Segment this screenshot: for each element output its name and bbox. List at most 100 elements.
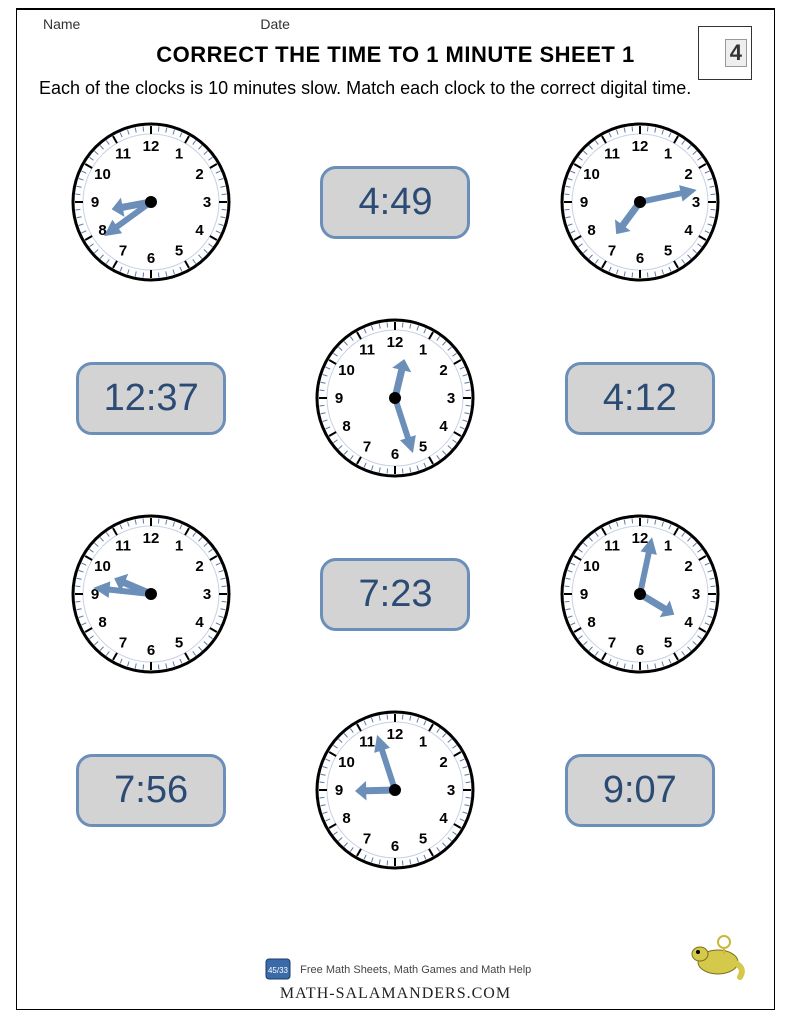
svg-text:8: 8: [587, 222, 595, 239]
svg-text:3: 3: [692, 194, 700, 211]
svg-text:5: 5: [175, 243, 183, 260]
svg-text:8: 8: [343, 418, 351, 435]
svg-text:3: 3: [203, 194, 211, 211]
svg-text:12: 12: [387, 334, 404, 351]
digital-time-box: 4:49: [320, 166, 470, 239]
svg-text:3: 3: [447, 782, 455, 799]
svg-text:5: 5: [664, 243, 672, 260]
svg-text:8: 8: [587, 614, 595, 631]
meta-row: Name Date: [35, 16, 756, 32]
worksheet-title: CORRECT THE TIME TO 1 MINUTE SHEET 1: [35, 42, 756, 68]
clock-cell: 123456789101112: [68, 511, 234, 677]
svg-text:9: 9: [580, 586, 588, 603]
clock-icon: 123456789101112: [68, 511, 234, 677]
svg-text:9: 9: [91, 194, 99, 211]
svg-text:7: 7: [119, 243, 127, 260]
footer-tagline: Free Math Sheets, Math Games and Math He…: [300, 964, 531, 976]
worksheet-page: Name Date 4 CORRECT THE TIME TO 1 MINUTE…: [16, 8, 775, 1010]
clock-cell: 123456789101112: [557, 119, 723, 285]
svg-text:9: 9: [580, 194, 588, 211]
svg-text:2: 2: [684, 166, 692, 183]
svg-text:11: 11: [115, 146, 131, 163]
digital-time-box: 9:07: [565, 754, 715, 827]
svg-text:8: 8: [343, 810, 351, 827]
svg-text:3: 3: [447, 390, 455, 407]
svg-text:8: 8: [98, 222, 106, 239]
clock-icon: 123456789101112: [312, 707, 478, 873]
svg-text:6: 6: [147, 250, 155, 267]
digital-time-box: 7:23: [320, 558, 470, 631]
clock-icon: 123456789101112: [68, 119, 234, 285]
svg-text:6: 6: [636, 250, 644, 267]
clock-icon: 123456789101112: [312, 315, 478, 481]
svg-text:11: 11: [115, 538, 131, 555]
svg-text:11: 11: [604, 538, 620, 555]
svg-text:2: 2: [440, 754, 448, 771]
svg-text:1: 1: [175, 146, 183, 163]
svg-text:10: 10: [339, 754, 356, 771]
svg-text:5: 5: [419, 439, 427, 456]
svg-text:4: 4: [195, 222, 204, 239]
svg-text:10: 10: [94, 166, 111, 183]
svg-text:12: 12: [631, 138, 648, 155]
digital-time-box: 4:12: [565, 362, 715, 435]
svg-text:8: 8: [98, 614, 106, 631]
clock-icon: 123456789101112: [557, 511, 723, 677]
clock-cell: 123456789101112: [312, 315, 478, 481]
svg-text:4: 4: [684, 222, 693, 239]
svg-text:6: 6: [391, 838, 399, 855]
digital-time-box: 7:56: [76, 754, 226, 827]
grade-number: 4: [725, 39, 747, 67]
svg-text:9: 9: [335, 390, 343, 407]
svg-text:5: 5: [419, 831, 427, 848]
svg-text:1: 1: [175, 538, 183, 555]
svg-text:2: 2: [684, 558, 692, 575]
svg-text:1: 1: [664, 146, 672, 163]
svg-text:10: 10: [339, 362, 356, 379]
svg-text:12: 12: [143, 138, 160, 155]
svg-text:11: 11: [604, 146, 620, 163]
svg-text:4: 4: [684, 614, 693, 631]
svg-text:7: 7: [363, 439, 371, 456]
svg-text:11: 11: [360, 342, 376, 359]
clock-cell: 123456789101112: [557, 511, 723, 677]
svg-text:9: 9: [335, 782, 343, 799]
svg-text:10: 10: [583, 166, 600, 183]
footer-site: MATH-SALAMANDERS.COM: [280, 985, 511, 1002]
svg-text:11: 11: [360, 734, 376, 751]
svg-text:2: 2: [195, 558, 203, 575]
svg-text:12: 12: [631, 530, 648, 547]
svg-text:3: 3: [203, 586, 211, 603]
svg-text:3: 3: [692, 586, 700, 603]
grade-badge: 4: [698, 26, 752, 80]
svg-text:7: 7: [363, 831, 371, 848]
clock-cell: 123456789101112: [68, 119, 234, 285]
svg-text:1: 1: [419, 342, 427, 359]
name-label: Name: [43, 16, 80, 32]
clock-icon: 123456789101112: [557, 119, 723, 285]
svg-text:5: 5: [664, 635, 672, 652]
instructions-text: Each of the clocks is 10 minutes slow. M…: [35, 76, 756, 100]
svg-text:1: 1: [419, 734, 427, 751]
svg-text:7: 7: [608, 243, 616, 260]
svg-text:4: 4: [440, 810, 449, 827]
svg-text:7: 7: [119, 635, 127, 652]
svg-text:7: 7: [608, 635, 616, 652]
date-label: Date: [260, 16, 290, 32]
svg-text:12: 12: [387, 726, 404, 743]
svg-text:6: 6: [391, 446, 399, 463]
svg-text:45/33: 45/33: [268, 966, 289, 975]
svg-text:2: 2: [195, 166, 203, 183]
svg-text:5: 5: [175, 635, 183, 652]
svg-text:2: 2: [440, 362, 448, 379]
svg-text:6: 6: [147, 642, 155, 659]
svg-text:4: 4: [440, 418, 449, 435]
svg-text:4: 4: [195, 614, 204, 631]
clock-cell: 123456789101112: [312, 707, 478, 873]
svg-text:1: 1: [664, 538, 672, 555]
worksheet-grid: 1234567891011124:4912345678910111212:371…: [35, 112, 756, 880]
svg-text:6: 6: [636, 642, 644, 659]
svg-text:12: 12: [143, 530, 160, 547]
digital-time-box: 12:37: [76, 362, 226, 435]
svg-text:10: 10: [94, 558, 111, 575]
